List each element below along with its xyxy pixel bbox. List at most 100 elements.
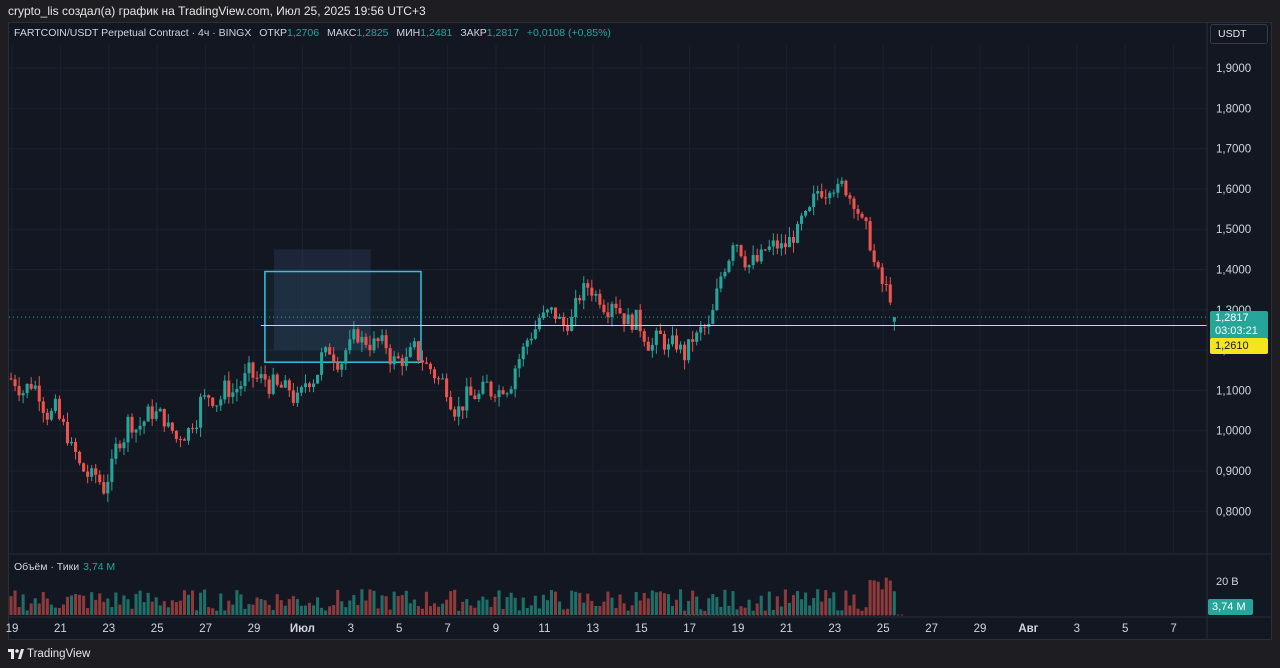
candle-body: [630, 314, 634, 330]
volume-bar: [251, 604, 255, 615]
volume-bar: [703, 610, 707, 615]
volume-bar: [420, 608, 424, 615]
volume-bar: [287, 599, 291, 615]
candle-body: [683, 344, 687, 361]
candle-body: [808, 207, 812, 212]
candle-body: [45, 412, 49, 420]
volume-bar: [336, 589, 340, 615]
volume-bar: [130, 608, 134, 615]
volume-bar: [307, 602, 312, 615]
candle-body: [57, 398, 61, 419]
volume-bar: [622, 603, 626, 615]
x-tick-label: 21: [54, 623, 67, 635]
candle-body: [453, 409, 457, 417]
candle-body: [719, 276, 723, 289]
y-tick-label: 1,0000: [1216, 426, 1251, 438]
volume-bar: [29, 603, 33, 615]
y-tick-label: 1,5000: [1216, 224, 1251, 236]
candle-body: [795, 223, 800, 243]
candle-body: [445, 378, 449, 398]
candle-body: [29, 383, 33, 389]
close-label: ЗАКР: [460, 27, 487, 39]
candle-body: [638, 309, 642, 332]
volume-bar: [618, 594, 622, 615]
volume-bar: [711, 594, 715, 615]
candle-body: [134, 429, 138, 433]
volume-bar: [150, 601, 154, 615]
volume-bar: [158, 605, 162, 615]
volume-bar: [767, 591, 771, 615]
volume-bar: [41, 592, 45, 615]
volume-bar: [412, 599, 416, 615]
candle-body: [509, 389, 513, 394]
volume-bar: [614, 607, 618, 615]
currency-button[interactable]: USDT: [1210, 24, 1268, 44]
candle-body: [170, 422, 174, 431]
candle-body: [311, 383, 316, 388]
candle-body: [82, 463, 86, 472]
candle-body: [884, 284, 888, 286]
volume-bar: [344, 607, 348, 615]
volume-bar: [17, 606, 21, 615]
volume-bar: [469, 605, 473, 615]
volume-bar: [844, 590, 848, 615]
volume-bar: [804, 592, 808, 615]
volume-bar: [731, 591, 735, 615]
candle-body: [549, 307, 554, 310]
candle-body: [190, 428, 195, 430]
volume-bar: [324, 610, 328, 615]
volume-bar: [594, 605, 598, 615]
candle-body: [122, 442, 126, 449]
candle-body: [727, 260, 731, 272]
candle-body: [610, 303, 614, 317]
candle-body: [118, 443, 122, 449]
candle-body: [594, 293, 598, 296]
candle-body: [166, 422, 170, 427]
volume-bar: [674, 599, 679, 615]
volume-bar: [203, 589, 207, 615]
volume-bar: [739, 606, 743, 615]
volume-bar: [453, 589, 457, 615]
volume-bar: [368, 589, 372, 615]
volume-bar: [723, 589, 727, 615]
x-tick-label: 27: [199, 623, 212, 635]
candle-body: [505, 393, 509, 395]
candle-body: [497, 390, 501, 398]
volume-bar: [586, 593, 590, 615]
candle-body: [687, 339, 691, 361]
volume-bar: [170, 600, 174, 615]
candle-body: [783, 243, 787, 248]
volume-bar: [493, 596, 497, 615]
volume-bar: [360, 589, 364, 615]
volume-bar: [695, 596, 699, 615]
volume-bar: [545, 600, 549, 615]
volume-bar: [102, 601, 106, 615]
volume-bar: [299, 605, 303, 615]
candle-body: [178, 439, 182, 441]
volume-bar: [352, 595, 356, 615]
candle-body: [316, 374, 320, 384]
rectangle-layer: [264, 249, 422, 363]
volume-bar: [558, 601, 562, 615]
symbol-name[interactable]: FARTCOIN/USDT Perpetual Contract · 4ч · …: [14, 27, 252, 39]
candle-body: [836, 183, 840, 193]
candle-body: [299, 387, 303, 393]
y-tick-label: 1,6000: [1216, 184, 1251, 196]
close-value: 1,2817: [486, 27, 519, 39]
volume-bar: [816, 589, 820, 615]
volume-bar: [231, 604, 235, 615]
candle-body: [263, 374, 267, 380]
volume-legend[interactable]: Объём · Тики 3,74 M: [14, 561, 115, 573]
candle-body: [473, 395, 477, 400]
volume-bar: [658, 591, 662, 615]
volume-bar: [610, 597, 614, 615]
candle-body: [424, 362, 428, 364]
grid-lines: [9, 45, 1207, 553]
candle-body: [501, 390, 505, 395]
candle-body: [517, 359, 521, 369]
volume-bar: [25, 610, 29, 615]
candle-body: [787, 236, 791, 248]
volume-bar: [707, 598, 711, 615]
candle-body: [114, 443, 118, 459]
